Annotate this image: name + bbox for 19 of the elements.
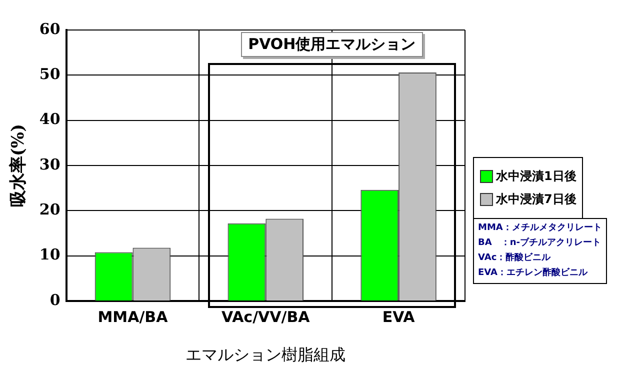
text: MMA：メチルメタクリレート [478, 222, 602, 235]
y-tick-label: 50 [39, 65, 60, 84]
x-tick-label: VAc/VV/BA [221, 308, 310, 326]
x-tick-label: MMA/BA [98, 308, 168, 326]
legend-label: 水中浸漬1日後 [496, 168, 576, 185]
annotation: PVOH使用エマルション [241, 32, 423, 57]
y-tick-label: 0 [50, 290, 60, 309]
text: VAc：酢酸ビニル [478, 252, 552, 265]
legend-label: 水中浸漬7日後 [496, 191, 576, 208]
y-tick-label: 40 [39, 110, 60, 128]
text: BA ：n-ブチルアクリレート [478, 236, 602, 250]
y-tick-label: 60 [39, 20, 60, 38]
x-axis-title: エマルション樹脂組成 [186, 345, 346, 366]
x-tick-label: EVA [382, 308, 416, 326]
y-tick-label: 20 [39, 200, 60, 219]
y-tick-label: 30 [39, 155, 60, 174]
y-tick-label: 10 [39, 246, 60, 264]
text: EVA：エチレン酢酸ビニル [478, 266, 589, 280]
y-axis-title: 吸水率(%) [8, 124, 29, 208]
